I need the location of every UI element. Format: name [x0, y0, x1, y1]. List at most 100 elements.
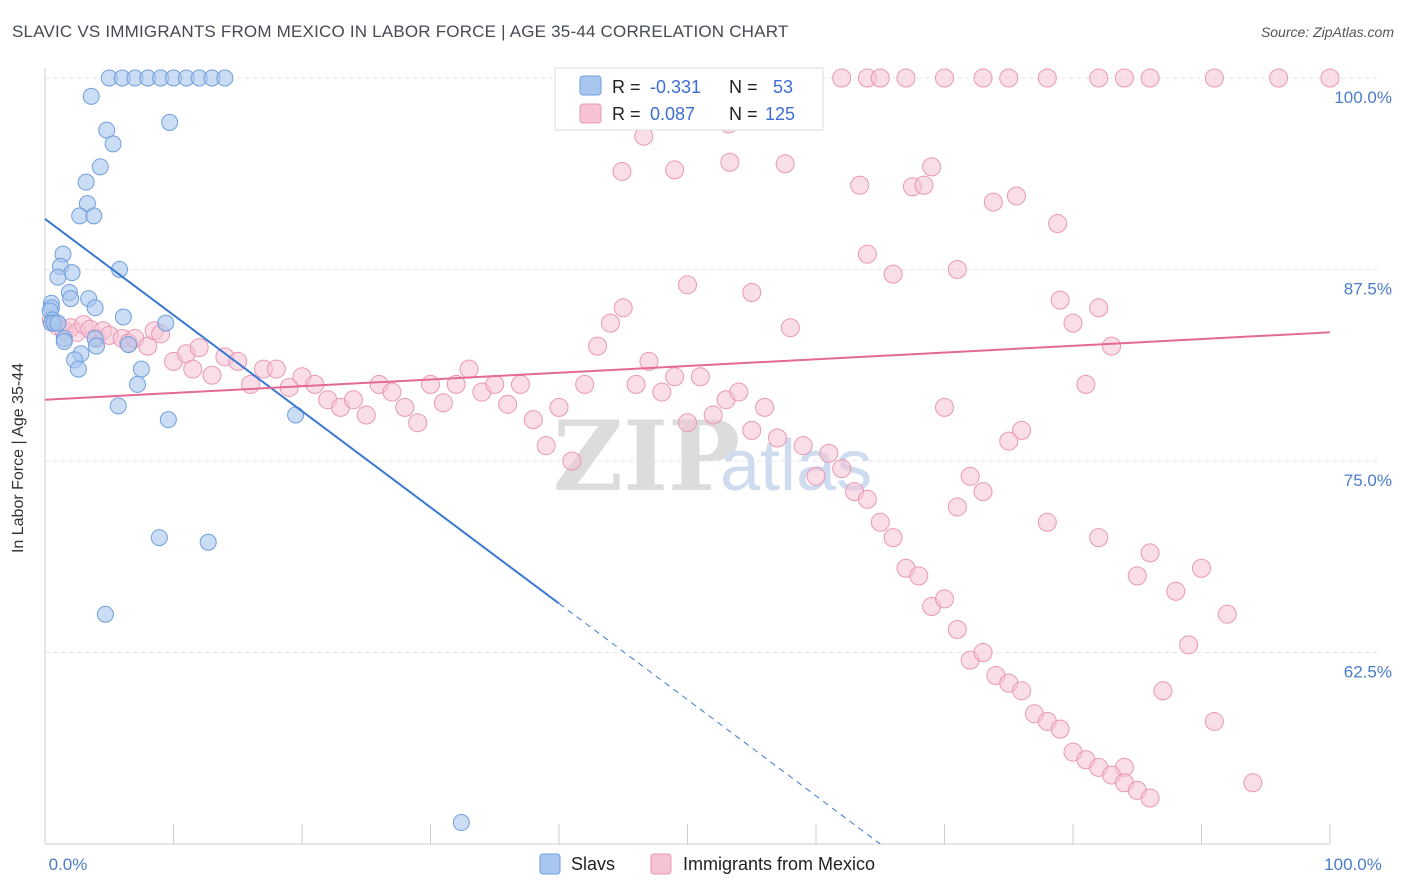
data-point-mexico — [1166, 581, 1186, 601]
data-point-mexico — [626, 374, 646, 394]
data-point-mexico — [935, 589, 954, 609]
stats-slavs-r-value: -0.331 — [650, 77, 701, 97]
data-point-slavs — [77, 173, 95, 191]
data-point-mexico — [588, 336, 608, 356]
data-point-mexico — [1037, 512, 1057, 532]
data-point-mexico — [914, 175, 934, 195]
stats-mexico-r-label: R = — [612, 104, 641, 124]
stats-mexico-n-value: 125 — [765, 104, 795, 124]
data-point-mexico — [973, 643, 993, 662]
data-point-mexico — [1140, 788, 1160, 808]
data-point-mexico — [1006, 186, 1026, 206]
data-point-slavs — [161, 113, 179, 131]
data-point-mexico — [1050, 290, 1070, 310]
legend-mexico-swatch[interactable] — [650, 853, 672, 875]
data-point-mexico — [575, 374, 595, 394]
data-point-mexico — [1114, 68, 1134, 88]
data-point-mexico — [780, 318, 800, 338]
data-point-mexico — [883, 264, 903, 284]
data-point-slavs — [216, 69, 234, 87]
data-point-mexico — [870, 68, 890, 88]
data-point-mexico — [1048, 214, 1068, 234]
trendline-slavs-extension — [558, 603, 881, 845]
data-point-mexico — [883, 528, 903, 548]
data-point-mexico — [742, 420, 762, 440]
data-point-mexico — [973, 482, 993, 502]
data-point-slavs — [82, 87, 100, 105]
data-point-mexico — [755, 397, 775, 417]
data-point-mexico — [870, 512, 890, 532]
stats-mexico-n-label: N = — [729, 104, 758, 124]
data-point-mexico — [1140, 68, 1160, 88]
data-point-mexico — [1037, 68, 1057, 88]
data-point-mexico — [523, 410, 543, 430]
data-point-slavs — [157, 314, 175, 332]
stats-mexico-r-value: 0.087 — [650, 104, 695, 124]
data-point-slavs — [120, 336, 138, 354]
data-point-mexico — [613, 298, 633, 318]
data-point-mexico — [857, 244, 877, 264]
data-point-mexico — [767, 428, 787, 448]
data-point-slavs — [199, 533, 217, 551]
legend-mexico-label[interactable]: Immigrants from Mexico — [683, 854, 875, 874]
data-point-mexico — [1153, 681, 1173, 701]
data-point-slavs — [98, 121, 116, 139]
data-point-mexico — [678, 413, 697, 433]
data-point-mexico — [999, 68, 1019, 88]
data-point-mexico — [652, 382, 672, 402]
data-point-slavs — [132, 360, 150, 378]
y-tick-label: 62.5% — [1344, 663, 1392, 682]
data-point-mexico — [1127, 566, 1147, 586]
data-point-mexico — [408, 413, 428, 433]
data-point-mexico — [421, 374, 440, 394]
legend-slavs-label[interactable]: Slavs — [571, 854, 615, 874]
data-point-mexico — [832, 68, 852, 88]
data-point-mexico — [343, 390, 363, 410]
data-point-mexico — [1063, 313, 1083, 333]
data-point-mexico — [960, 466, 980, 486]
data-point-mexico — [947, 497, 967, 517]
data-point-mexico — [850, 175, 870, 195]
data-point-mexico — [1050, 719, 1070, 739]
data-point-mexico — [983, 192, 1003, 212]
data-point-mexico — [382, 382, 402, 402]
data-point-mexico — [999, 431, 1019, 451]
stats-slavs-n-label: N = — [729, 77, 758, 97]
y-tick-label: 75.0% — [1344, 471, 1392, 490]
data-point-slavs — [150, 529, 168, 547]
y-tick-labels: 100.0% 87.5% 75.0% 62.5% — [1334, 88, 1392, 682]
data-point-mexico — [356, 405, 376, 425]
data-point-mexico — [973, 68, 993, 88]
data-point-mexico — [947, 620, 967, 640]
data-point-mexico — [1089, 68, 1109, 88]
data-point-mexico — [1243, 773, 1263, 793]
data-point-slavs — [87, 337, 105, 355]
x-tick-labels: 0.0% 100.0% — [49, 855, 1382, 874]
data-point-mexico — [1192, 558, 1211, 578]
data-point-slavs — [91, 158, 109, 176]
data-point-mexico — [459, 359, 479, 379]
stats-slavs-r-label: R = — [612, 77, 641, 97]
data-point-mexico — [665, 160, 685, 180]
data-point-slavs — [129, 375, 147, 393]
data-point-slavs — [109, 397, 127, 415]
data-point-mexico — [266, 359, 286, 379]
data-point-mexico — [549, 397, 569, 417]
stats-slavs-swatch — [579, 75, 602, 96]
data-point-mexico — [1204, 711, 1224, 731]
x-tick-label: 0.0% — [49, 855, 88, 874]
data-point-mexico — [896, 68, 916, 88]
data-point-slavs — [114, 308, 132, 326]
data-point-mexico — [819, 443, 839, 463]
source-label: Source: ZipAtlas.com — [1260, 24, 1394, 40]
data-point-mexico — [857, 489, 877, 509]
data-point-mexico — [202, 365, 222, 385]
data-point-mexico — [806, 466, 826, 486]
data-point-slavs — [71, 207, 89, 225]
legend-slavs-swatch[interactable] — [539, 853, 561, 875]
series-slavs-points — [41, 69, 470, 832]
data-point-mexico — [793, 436, 813, 456]
data-point-mexico — [1179, 635, 1199, 655]
y-tick-label: 87.5% — [1344, 280, 1392, 299]
